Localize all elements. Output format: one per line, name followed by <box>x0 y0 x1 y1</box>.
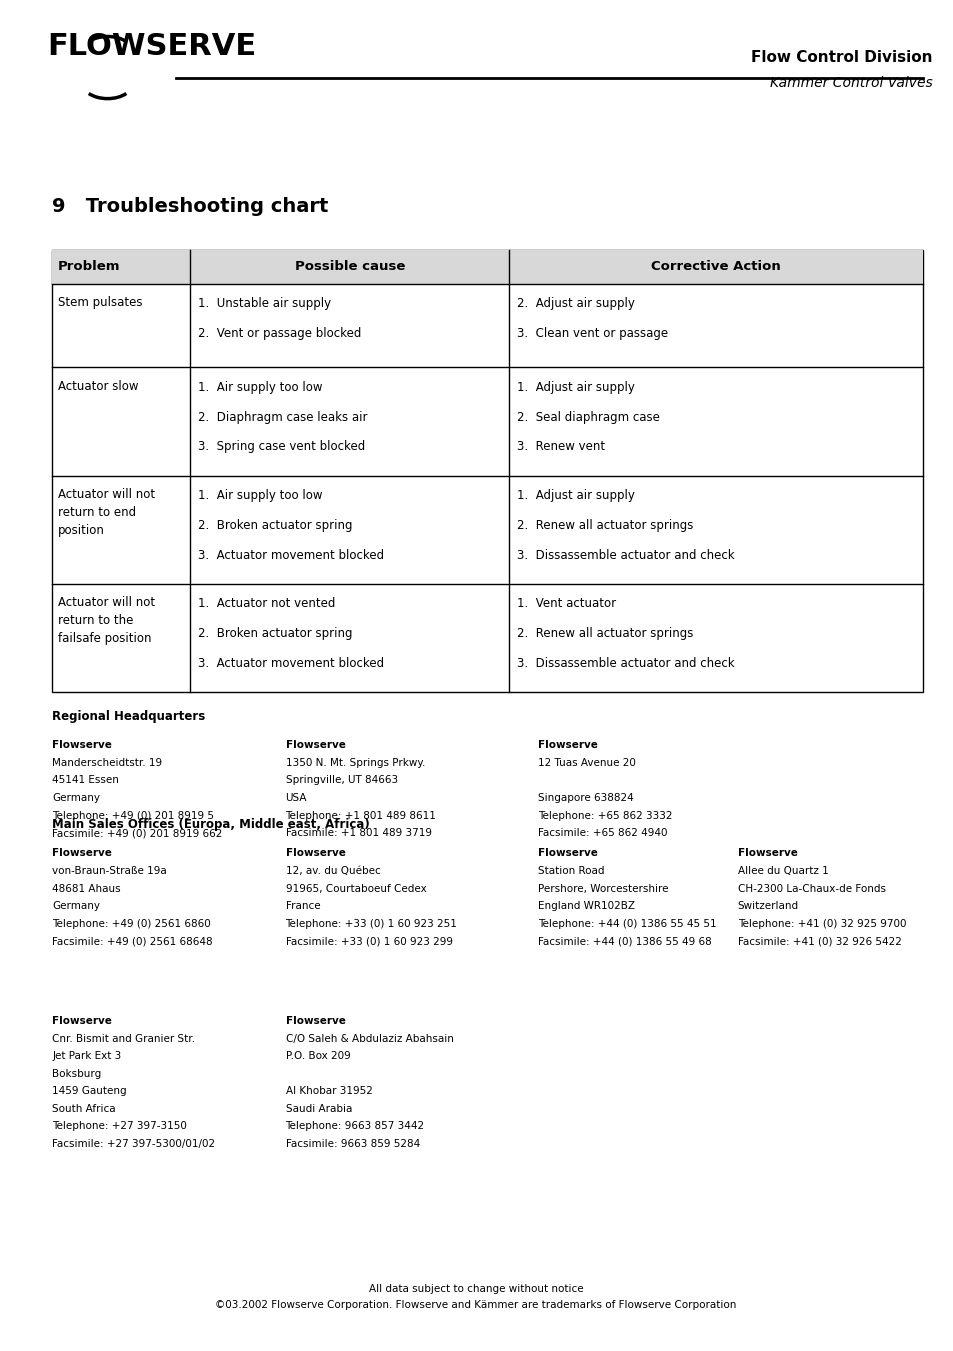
Text: 2.  Adjust air supply: 2. Adjust air supply <box>517 297 634 311</box>
Text: Flowserve: Flowserve <box>285 740 345 750</box>
Text: Springville, UT 84663: Springville, UT 84663 <box>285 775 397 785</box>
Text: 9   Troubleshooting chart: 9 Troubleshooting chart <box>52 197 329 216</box>
Text: All data subject to change without notice: All data subject to change without notic… <box>368 1285 582 1294</box>
Text: Manderscheidtstr. 19: Manderscheidtstr. 19 <box>52 758 162 767</box>
Text: England WR102BZ: England WR102BZ <box>537 901 634 911</box>
Text: 1459 Gauteng: 1459 Gauteng <box>52 1086 127 1096</box>
Text: Telephone: +65 862 3332: Telephone: +65 862 3332 <box>537 811 672 820</box>
Text: Facsimile: +44 (0) 1386 55 49 68: Facsimile: +44 (0) 1386 55 49 68 <box>537 936 711 946</box>
Text: von-Braun-Straße 19a: von-Braun-Straße 19a <box>52 866 167 875</box>
Text: Actuator will not
return to the
failsafe position: Actuator will not return to the failsafe… <box>58 596 155 644</box>
Text: Telephone: 9663 857 3442: Telephone: 9663 857 3442 <box>285 1121 424 1131</box>
Text: Problem: Problem <box>58 261 120 273</box>
Text: 91965, Courtaboeuf Cedex: 91965, Courtaboeuf Cedex <box>285 884 426 893</box>
Text: Flowserve: Flowserve <box>537 848 597 858</box>
Text: Switzerland: Switzerland <box>737 901 798 911</box>
Text: Kammer Control Valves: Kammer Control Valves <box>769 76 932 89</box>
Text: Telephone: +33 (0) 1 60 923 251: Telephone: +33 (0) 1 60 923 251 <box>285 919 456 928</box>
Text: Singapore 638824: Singapore 638824 <box>537 793 633 802</box>
Text: 2.  Broken actuator spring: 2. Broken actuator spring <box>198 519 352 532</box>
Text: Flowserve: Flowserve <box>52 740 112 750</box>
Text: 1350 N. Mt. Springs Prkwy.: 1350 N. Mt. Springs Prkwy. <box>285 758 424 767</box>
Text: 3.  Spring case vent blocked: 3. Spring case vent blocked <box>198 440 365 454</box>
Text: 48681 Ahaus: 48681 Ahaus <box>52 884 121 893</box>
Text: 1.  Vent actuator: 1. Vent actuator <box>517 597 616 611</box>
Text: 1.  Air supply too low: 1. Air supply too low <box>198 381 322 394</box>
Text: Telephone: +49 (0) 201 8919 5: Telephone: +49 (0) 201 8919 5 <box>52 811 214 820</box>
Text: France: France <box>285 901 320 911</box>
Text: Stem pulsates: Stem pulsates <box>58 296 142 309</box>
Text: Corrective Action: Corrective Action <box>651 261 781 273</box>
Text: Pershore, Worcestershire: Pershore, Worcestershire <box>537 884 668 893</box>
Text: 1.  Unstable air supply: 1. Unstable air supply <box>198 297 331 311</box>
Text: Telephone: +41 (0) 32 925 9700: Telephone: +41 (0) 32 925 9700 <box>737 919 905 928</box>
Text: Flowserve: Flowserve <box>737 848 797 858</box>
Text: Flowserve: Flowserve <box>52 848 112 858</box>
Text: Flowserve: Flowserve <box>285 848 345 858</box>
Text: USA: USA <box>285 793 307 802</box>
Text: Facsimile: +1 801 489 3719: Facsimile: +1 801 489 3719 <box>285 828 431 838</box>
Text: FLOWSERVE: FLOWSERVE <box>48 32 256 61</box>
Text: Main Sales Offices (Europa, Middle east, Africa): Main Sales Offices (Europa, Middle east,… <box>52 817 370 831</box>
Text: 2.  Seal diaphragm case: 2. Seal diaphragm case <box>517 411 659 424</box>
Text: Cnr. Bismit and Granier Str.: Cnr. Bismit and Granier Str. <box>52 1034 195 1043</box>
Text: 1.  Adjust air supply: 1. Adjust air supply <box>517 381 634 394</box>
Text: Facsimile: +27 397-5300/01/02: Facsimile: +27 397-5300/01/02 <box>52 1139 215 1148</box>
Text: 12 Tuas Avenue 20: 12 Tuas Avenue 20 <box>537 758 635 767</box>
Text: 1.  Actuator not vented: 1. Actuator not vented <box>198 597 335 611</box>
Text: Facsimile: +65 862 4940: Facsimile: +65 862 4940 <box>537 828 666 838</box>
Text: Facsimile: +49 (0) 201 8919 662: Facsimile: +49 (0) 201 8919 662 <box>52 828 222 838</box>
Text: South Africa: South Africa <box>52 1104 116 1113</box>
Text: 1.  Air supply too low: 1. Air supply too low <box>198 489 322 503</box>
Text: 3.  Actuator movement blocked: 3. Actuator movement blocked <box>198 549 384 562</box>
Text: Flow Control Division: Flow Control Division <box>751 50 932 65</box>
Text: Flowserve: Flowserve <box>537 740 597 750</box>
Text: 45141 Essen: 45141 Essen <box>52 775 119 785</box>
Text: Flowserve: Flowserve <box>52 1016 112 1025</box>
Text: 2.  Diaphragm case leaks air: 2. Diaphragm case leaks air <box>198 411 367 424</box>
Text: Telephone: +49 (0) 2561 6860: Telephone: +49 (0) 2561 6860 <box>52 919 211 928</box>
Text: Allee du Quartz 1: Allee du Quartz 1 <box>737 866 827 875</box>
Text: 2.  Renew all actuator springs: 2. Renew all actuator springs <box>517 627 693 640</box>
Text: Station Road: Station Road <box>537 866 603 875</box>
Text: 2.  Broken actuator spring: 2. Broken actuator spring <box>198 627 352 640</box>
Text: Actuator will not
return to end
position: Actuator will not return to end position <box>58 488 155 536</box>
Text: Telephone: +44 (0) 1386 55 45 51: Telephone: +44 (0) 1386 55 45 51 <box>537 919 716 928</box>
Text: 3.  Dissassemble actuator and check: 3. Dissassemble actuator and check <box>517 657 734 670</box>
Text: Saudi Arabia: Saudi Arabia <box>285 1104 352 1113</box>
Text: P.O. Box 209: P.O. Box 209 <box>285 1051 350 1061</box>
Text: Telephone: +27 397-3150: Telephone: +27 397-3150 <box>52 1121 187 1131</box>
Text: Boksburg: Boksburg <box>52 1069 102 1078</box>
Text: Facsimile: 9663 859 5284: Facsimile: 9663 859 5284 <box>285 1139 419 1148</box>
Text: CH-2300 La-Chaux-de Fonds: CH-2300 La-Chaux-de Fonds <box>737 884 884 893</box>
Text: 3.  Dissassemble actuator and check: 3. Dissassemble actuator and check <box>517 549 734 562</box>
Text: Germany: Germany <box>52 901 100 911</box>
Text: Al Khobar 31952: Al Khobar 31952 <box>285 1086 372 1096</box>
Text: Facsimile: +33 (0) 1 60 923 299: Facsimile: +33 (0) 1 60 923 299 <box>285 936 452 946</box>
Text: Flowserve: Flowserve <box>285 1016 345 1025</box>
Text: Regional Headquarters: Regional Headquarters <box>52 709 206 723</box>
Text: Jet Park Ext 3: Jet Park Ext 3 <box>52 1051 121 1061</box>
Text: Possible cause: Possible cause <box>294 261 405 273</box>
Text: 3.  Renew vent: 3. Renew vent <box>517 440 604 454</box>
Text: Telephone: +1 801 489 8611: Telephone: +1 801 489 8611 <box>285 811 436 820</box>
Text: Facsimile: +41 (0) 32 926 5422: Facsimile: +41 (0) 32 926 5422 <box>737 936 901 946</box>
Text: Actuator slow: Actuator slow <box>58 380 138 393</box>
Text: Facsimile: +49 (0) 2561 68648: Facsimile: +49 (0) 2561 68648 <box>52 936 213 946</box>
Bar <box>52 250 923 284</box>
Text: 2.  Renew all actuator springs: 2. Renew all actuator springs <box>517 519 693 532</box>
Bar <box>52 250 923 692</box>
Text: ©03.2002 Flowserve Corporation. Flowserve and Kämmer are trademarks of Flowserve: ©03.2002 Flowserve Corporation. Flowserv… <box>215 1301 736 1310</box>
Text: 2.  Vent or passage blocked: 2. Vent or passage blocked <box>198 327 361 340</box>
Text: 1.  Adjust air supply: 1. Adjust air supply <box>517 489 634 503</box>
Text: C/O Saleh & Abdulaziz Abahsain: C/O Saleh & Abdulaziz Abahsain <box>285 1034 453 1043</box>
Text: 3.  Actuator movement blocked: 3. Actuator movement blocked <box>198 657 384 670</box>
Text: 3.  Clean vent or passage: 3. Clean vent or passage <box>517 327 667 340</box>
Text: 12, av. du Québec: 12, av. du Québec <box>285 866 380 875</box>
Text: Germany: Germany <box>52 793 100 802</box>
